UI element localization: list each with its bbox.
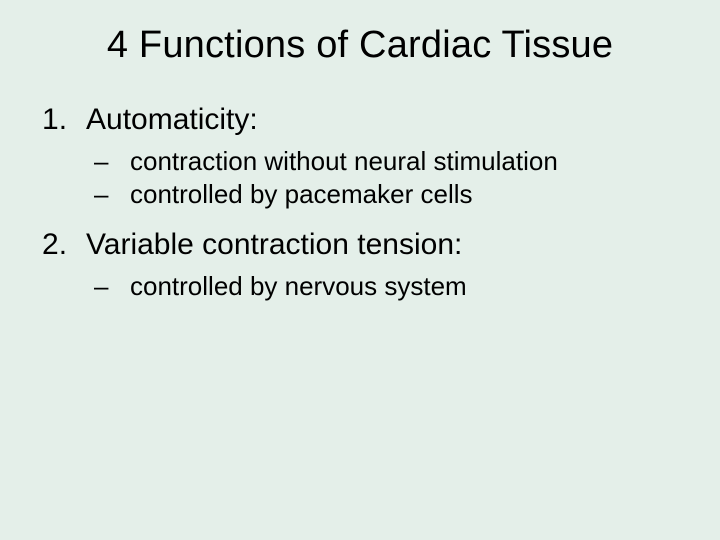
sub-list-text: contraction without neural stimulation [130,145,558,178]
dash-icon: – [94,178,130,211]
list-item-number: 1. [42,103,86,137]
sub-list-text: controlled by nervous system [130,270,467,303]
sub-list-text: controlled by pacemaker cells [130,178,473,211]
sub-list-item: – contraction without neural stimulation [94,145,720,178]
sub-list-item: – controlled by pacemaker cells [94,178,720,211]
list-item-label: Variable contraction tension: [86,228,462,262]
list-item-line: 2. Variable contraction tension: [42,228,720,262]
slide-title: 4 Functions of Cardiac Tissue [0,24,720,67]
dash-icon: – [94,145,130,178]
list-item-label: Automaticity: [86,103,258,137]
sub-list-item: – controlled by nervous system [94,270,720,303]
dash-icon: – [94,270,130,303]
list-item-number: 2. [42,228,86,262]
sub-list: – contraction without neural stimulation… [42,145,720,210]
slide: 4 Functions of Cardiac Tissue 1. Automat… [0,0,720,540]
list-item-line: 1. Automaticity: [42,103,720,137]
list-item: 2. Variable contraction tension: – contr… [42,228,720,303]
list-item: 1. Automaticity: – contraction without n… [42,103,720,210]
numbered-list: 1. Automaticity: – contraction without n… [0,103,720,303]
sub-list: – controlled by nervous system [42,270,720,303]
